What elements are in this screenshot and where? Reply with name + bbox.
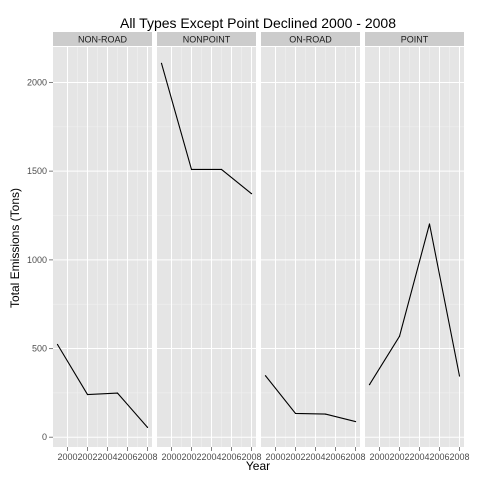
x-tick-label: 2002 [389,452,409,462]
data-point [324,413,327,415]
x-tick-label: 2004 [409,452,429,462]
y-tick-label: 1500 [27,166,47,176]
data-point [250,193,253,195]
x-tick-label: 2008 [345,452,365,462]
series-line-nonpoint [160,63,252,195]
facet-strip [53,32,152,46]
x-tick-label: 2004 [97,452,117,462]
series-line-on-road [265,375,356,423]
facet-panel-point: POINT 2000 2002 2004 2006 2008 [365,32,470,462]
data-point [220,168,223,171]
x-tick-label: 2006 [117,452,137,462]
x-tick-label: 2006 [429,452,449,462]
facet-strip-label: NON-ROAD [78,35,127,45]
y-tick-label: 2000 [27,77,47,87]
y-axis-title: Total Emissions (Tons) [8,188,22,308]
facet-strip-label: POINT [401,35,429,45]
facet-strip-label: NONPOINT [183,35,231,45]
x-tick-label: 2008 [449,452,469,462]
data-point [458,375,461,377]
x-tick-label: 2000 [369,452,389,462]
y-axis: 0 500 1000 1500 2000 [27,77,53,442]
y-tick-label: 500 [32,344,47,354]
data-point [368,383,371,386]
panel-background [53,47,152,447]
x-tick-label: 2006 [221,452,241,462]
data-point [264,375,267,377]
facet-panel-nonpoint: NONPOINT 2000 2002 2004 2006 2008 [157,32,262,462]
facet-strip [157,32,256,46]
data-point [398,335,401,337]
x-tick-label: 2008 [137,452,157,462]
chart-title: All Types Except Point Declined 2000 - 2… [120,15,396,31]
x-tick-label: 2002 [77,452,97,462]
panel-background [261,47,360,447]
data-point [428,223,431,225]
x-tick-label: 2004 [201,452,221,462]
facet-panel-non-road: NON-ROAD 2000 2002 2004 2006 2008 [53,32,158,462]
facet-strip [261,32,360,46]
facet-panel-on-road: ON-ROAD 2000 2002 2004 2006 2008 [261,32,366,462]
facet-strip [365,32,464,46]
data-point [86,393,89,396]
data-point [354,420,357,423]
x-tick-label: 2006 [325,452,345,462]
x-tick-label: 2004 [305,452,325,462]
y-tick-label: 1000 [27,255,47,265]
facet-strip-label: ON-ROAD [289,35,332,45]
data-point [294,412,297,415]
x-tick-label: 2002 [285,452,305,462]
data-point [116,392,119,394]
x-tick-label: 2000 [57,452,77,462]
data-point [160,62,163,64]
x-tick-label: 2002 [181,452,201,462]
data-point [146,426,149,428]
x-tick-label: 2000 [265,452,285,462]
data-point [56,343,59,346]
x-tick-label: 2008 [241,452,261,462]
panel-background [157,47,256,447]
panel-background [365,47,464,447]
series-line-non-road [57,344,148,428]
y-tick-label: 0 [42,432,47,442]
series-line-point [369,223,461,385]
data-point [190,168,193,171]
x-axis-title: Year [246,459,270,473]
x-tick-label: 2000 [161,452,181,462]
